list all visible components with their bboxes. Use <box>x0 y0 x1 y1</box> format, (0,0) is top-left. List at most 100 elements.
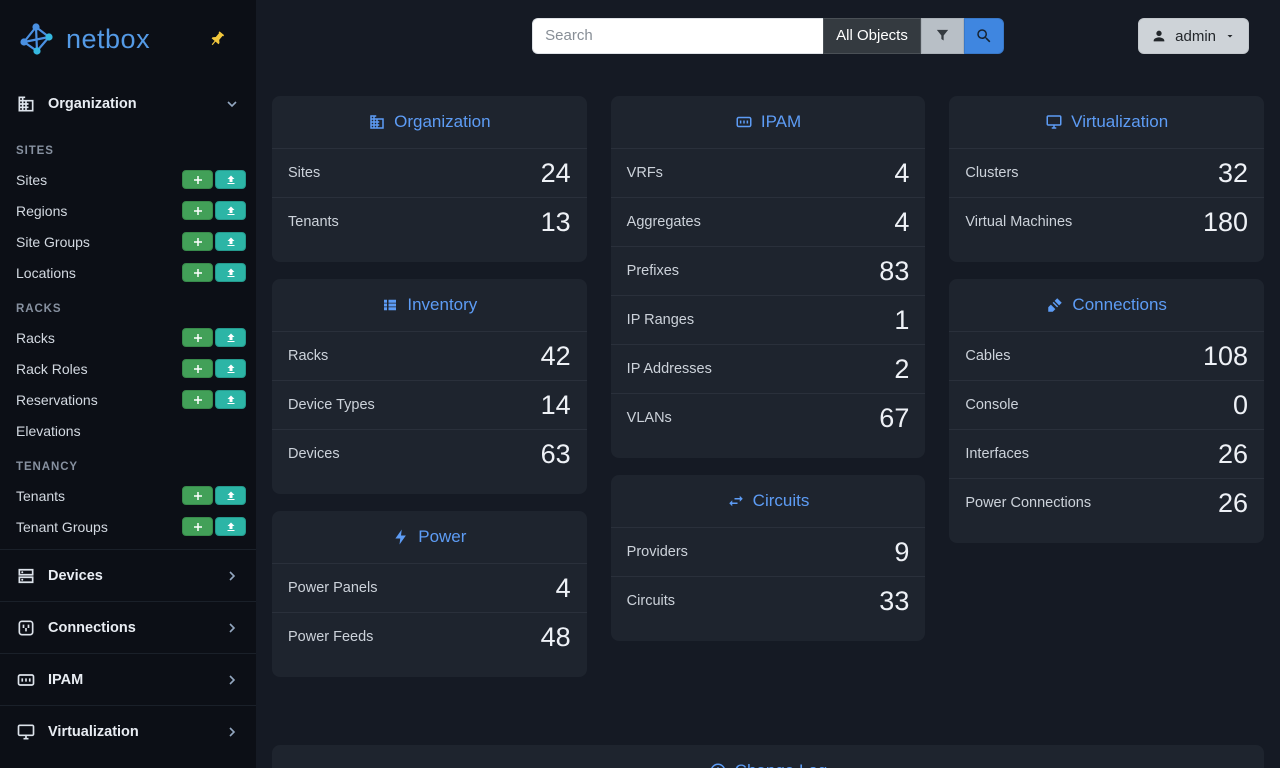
stat-value[interactable]: 4 <box>894 206 910 237</box>
stat-label[interactable]: Device Types <box>288 397 375 413</box>
search-submit-button[interactable] <box>963 17 1004 54</box>
add-button[interactable] <box>182 201 213 220</box>
user-menu-button[interactable]: admin <box>1138 18 1249 54</box>
card-header: Circuits <box>611 475 926 527</box>
import-button[interactable] <box>215 517 246 536</box>
stat-label[interactable]: Providers <box>626 544 688 560</box>
card-header: Virtualization <box>949 96 1264 148</box>
sidebar-item-connections[interactable]: Connections <box>0 601 256 653</box>
netbox-logo-text[interactable]: netbox <box>66 23 151 54</box>
stat-value[interactable]: 2 <box>894 353 910 384</box>
stat-value[interactable]: 24 <box>540 157 571 188</box>
building-icon <box>368 113 386 131</box>
add-button[interactable] <box>182 170 213 189</box>
stat-value[interactable]: 26 <box>1217 487 1249 518</box>
sidebar-item-link[interactable]: Racks <box>16 329 55 346</box>
stat-label[interactable]: Sites <box>288 165 321 181</box>
stat-label[interactable]: Power Panels <box>288 580 378 596</box>
sidebar-item-virtualization[interactable]: Virtualization <box>0 705 256 757</box>
stat-label[interactable]: Cables <box>965 348 1011 364</box>
sidebar-item-link[interactable]: Tenant Groups <box>16 518 108 535</box>
stat-label[interactable]: IP Addresses <box>626 361 712 377</box>
stat-value[interactable]: 48 <box>540 621 571 652</box>
stat-value[interactable]: 4 <box>894 157 910 188</box>
add-button[interactable] <box>182 486 213 505</box>
stat-label[interactable]: Clusters <box>965 165 1019 181</box>
stat-label[interactable]: Circuits <box>626 593 676 609</box>
stat-label[interactable]: VLANs <box>626 410 672 426</box>
stat-value[interactable]: 14 <box>540 389 571 420</box>
sidebar-item-link[interactable]: Rack Roles <box>16 360 88 377</box>
card-title[interactable]: Organization <box>394 112 491 131</box>
stat-label[interactable]: Tenants <box>288 214 339 230</box>
stat-value[interactable]: 9 <box>894 536 910 567</box>
add-button[interactable] <box>182 517 213 536</box>
stat-label[interactable]: Prefixes <box>626 263 680 279</box>
sidebar-item-link[interactable]: Sites <box>16 171 48 188</box>
stat-label[interactable]: Aggregates <box>626 214 701 230</box>
stat-label[interactable]: Racks <box>288 348 329 364</box>
import-button[interactable] <box>215 390 246 409</box>
card-title[interactable]: Power <box>418 527 467 546</box>
card-title[interactable]: Connections <box>1072 295 1167 314</box>
import-button[interactable] <box>215 328 246 347</box>
stat-label[interactable]: Power Feeds <box>288 629 374 645</box>
card-title[interactable]: Circuits <box>752 491 810 510</box>
import-button[interactable] <box>215 263 246 282</box>
caret-down-icon <box>1224 30 1236 42</box>
stat-label[interactable]: VRFs <box>626 165 663 181</box>
stat-value[interactable]: 33 <box>879 585 910 616</box>
stat-value[interactable]: 0 <box>1232 389 1249 420</box>
stat-value[interactable]: 63 <box>540 438 571 469</box>
stat-value[interactable]: 13 <box>540 206 571 237</box>
stat-value[interactable]: 4 <box>555 572 571 603</box>
add-button[interactable] <box>182 359 213 378</box>
stat-value[interactable]: 1 <box>894 304 910 335</box>
sidebar-item-link[interactable]: Regions <box>16 202 68 219</box>
sidebar-item-link[interactable]: Reservations <box>16 391 98 408</box>
stat-value[interactable]: 180 <box>1202 206 1249 237</box>
card-header: Change Log <box>272 745 1264 768</box>
import-button[interactable] <box>215 201 246 220</box>
stat-label[interactable]: Power Connections <box>965 495 1092 511</box>
search-input[interactable] <box>532 17 824 54</box>
add-button[interactable] <box>182 390 213 409</box>
search-scope-button[interactable]: All Objects <box>823 17 921 54</box>
stat-row: Device Types 14 <box>272 380 587 429</box>
sidebar-item-site-groups: Site Groups <box>0 226 256 257</box>
sidebar-item-link[interactable]: Elevations <box>16 422 81 439</box>
stat-label[interactable]: Interfaces <box>965 446 1030 462</box>
sidebar-item-devices[interactable]: Devices <box>0 549 256 601</box>
card-title[interactable]: Change Log <box>735 761 828 768</box>
sidebar-item-organization[interactable]: Organization <box>0 78 256 130</box>
sidebar-item-link[interactable]: Site Groups <box>16 233 90 250</box>
stat-value[interactable]: 67 <box>879 402 910 433</box>
user-label: admin <box>1175 27 1216 45</box>
stat-value[interactable]: 83 <box>879 255 910 286</box>
stat-label[interactable]: Devices <box>288 446 340 462</box>
add-button[interactable] <box>182 263 213 282</box>
import-button[interactable] <box>215 232 246 251</box>
card-title[interactable]: Inventory <box>407 295 478 314</box>
add-button[interactable] <box>182 328 213 347</box>
nav-group-header-sites: SITES <box>16 145 54 157</box>
pin-sidebar-icon[interactable] <box>208 30 226 48</box>
sidebar-item-ipam[interactable]: IPAM <box>0 653 256 705</box>
stat-value[interactable]: 42 <box>540 340 571 371</box>
add-button[interactable] <box>182 232 213 251</box>
import-button[interactable] <box>215 359 246 378</box>
sidebar-item-link[interactable]: Tenants <box>16 487 66 504</box>
import-button[interactable] <box>215 170 246 189</box>
card-title[interactable]: IPAM <box>760 112 802 131</box>
numbered-box-icon <box>16 670 36 690</box>
sidebar-item-link[interactable]: Locations <box>16 264 76 281</box>
stat-label[interactable]: Console <box>965 397 1019 413</box>
import-button[interactable] <box>215 486 246 505</box>
card-title[interactable]: Virtualization <box>1071 112 1169 131</box>
stat-value[interactable]: 32 <box>1217 157 1249 188</box>
stat-value[interactable]: 26 <box>1217 438 1249 469</box>
stat-value[interactable]: 108 <box>1202 340 1249 371</box>
stat-label[interactable]: IP Ranges <box>626 312 695 328</box>
stat-label[interactable]: Virtual Machines <box>965 214 1073 230</box>
filter-button[interactable] <box>920 17 964 54</box>
